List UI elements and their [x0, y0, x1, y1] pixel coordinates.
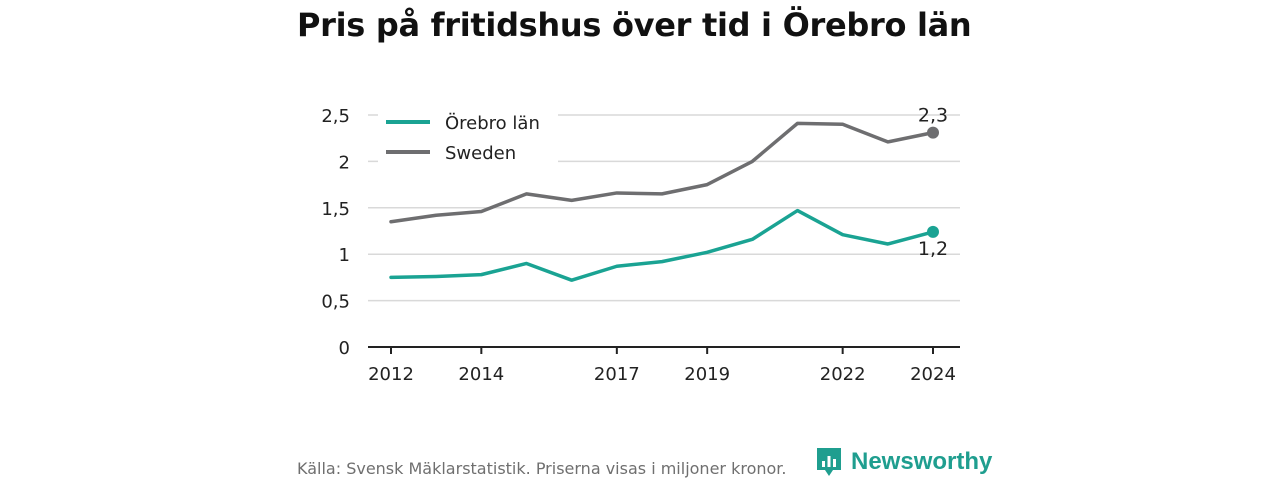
x-tick-label: 2019: [684, 364, 730, 385]
series-line-orebro: [389, 208, 935, 282]
x-tick-label: 2014: [458, 364, 504, 385]
y-tick-label: 2,5: [321, 106, 350, 127]
chart-title: Pris på fritidshus över tid i Örebro län: [297, 6, 972, 44]
source-note: Källa: Svensk Mäklarstatistik. Priserna …: [297, 459, 787, 478]
end-point-marker: [927, 225, 939, 238]
x-tick-label: 2022: [820, 364, 866, 385]
newsworthy-logo-icon: [817, 448, 841, 476]
y-tick-label: 0,5: [321, 292, 350, 313]
x-tick-label: 2017: [594, 364, 640, 385]
end-value-label: 2,3: [918, 105, 948, 127]
x-tick-label: 2024: [910, 364, 956, 385]
legend-label: Örebro län: [445, 112, 540, 134]
legend-label: Sweden: [445, 143, 516, 164]
end-point-marker: [927, 126, 939, 139]
end-value-label: 1,2: [918, 238, 948, 260]
y-tick-label: 1: [339, 245, 350, 266]
series-line-sweden: [389, 121, 935, 224]
x-tick-label: 2012: [368, 364, 414, 385]
y-tick-label: 0: [339, 338, 350, 359]
y-tick-label: 2: [339, 152, 350, 173]
line-chart: 0 0,5 1 1,5 2 2,5 2012 2014 2017 2019 2022 2024 1,2 2…: [321, 104, 960, 385]
y-tick-label: 1,5: [321, 199, 350, 220]
brand-logo: Newsworthy: [815, 446, 992, 478]
brand-name: Newsworthy: [851, 448, 993, 475]
